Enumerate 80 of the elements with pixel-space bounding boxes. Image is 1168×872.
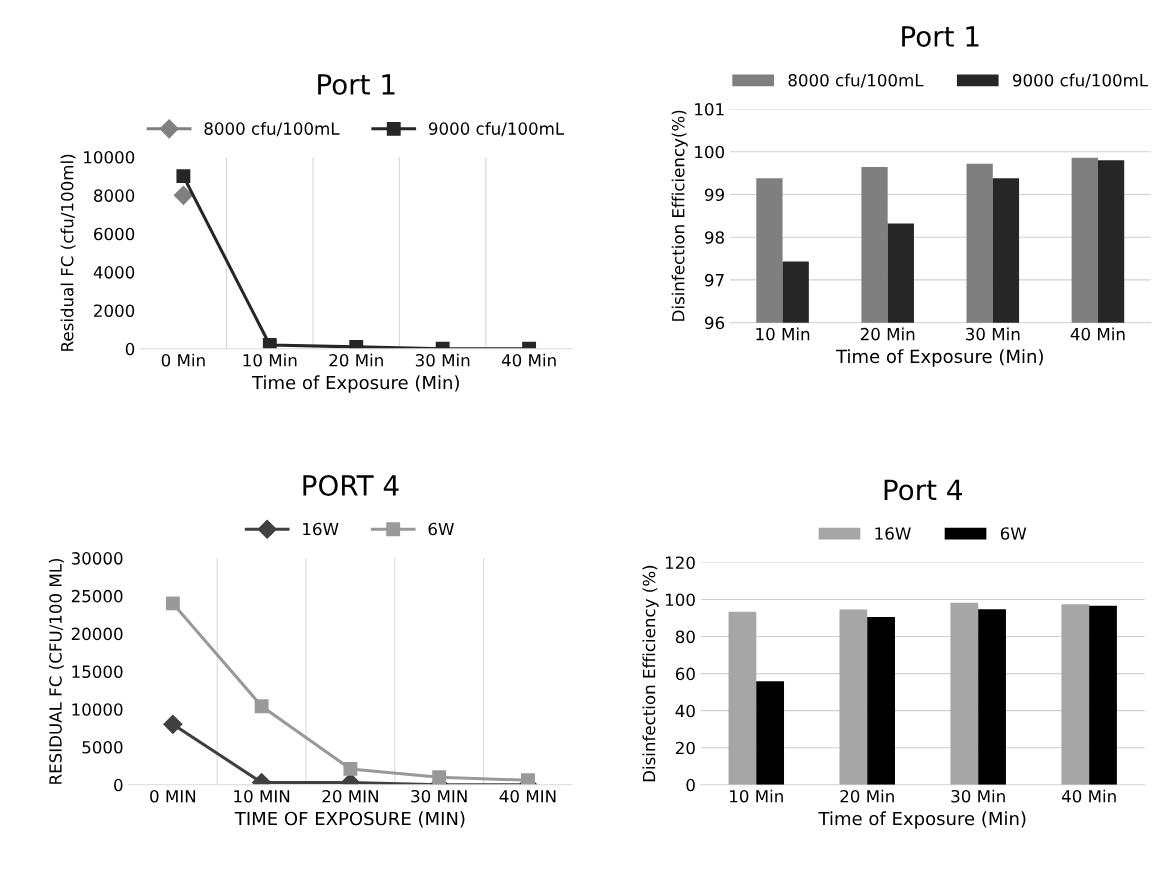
y-tick-label: 120 bbox=[665, 556, 695, 570]
y-tick-label: 96 bbox=[704, 316, 725, 330]
x-tick-label: 20 Min bbox=[860, 327, 915, 341]
y-tick-label: 10000 bbox=[84, 150, 135, 164]
x-tick-label: 40 Min bbox=[1061, 789, 1116, 803]
x-axis-title: Time of Exposure (Min) bbox=[251, 375, 459, 393]
y-tick-label: 30000 bbox=[71, 552, 123, 565]
y-axis-title: Disinfection Efficiency(%) bbox=[671, 110, 688, 321]
point bbox=[176, 169, 191, 184]
y-tick-label: 0 bbox=[114, 778, 123, 792]
x-axis-title: Time of Exposure (Min) bbox=[835, 349, 1043, 367]
x-axis-title: TIME OF EXPOSURE (MIN) bbox=[234, 811, 465, 828]
point bbox=[343, 761, 358, 776]
y-tick-label: 0 bbox=[125, 342, 135, 356]
bar bbox=[867, 617, 895, 785]
x-tick-label: 10 Min bbox=[243, 353, 297, 367]
y-tick-label: 6000 bbox=[94, 227, 135, 241]
chart-title: Port 4 bbox=[884, 479, 962, 501]
y-tick-label: 0 bbox=[686, 778, 695, 792]
y-axis-title: Residual FC (cfu/100ml) bbox=[60, 154, 76, 351]
y-tick-label: 80 bbox=[675, 630, 695, 644]
point bbox=[173, 185, 193, 205]
y-tick-label: 25000 bbox=[71, 589, 123, 603]
y-tick-label: 100 bbox=[665, 593, 695, 607]
legend-label: 9000 cfu/100mL bbox=[1012, 73, 1149, 88]
chart-title: Port 1 bbox=[318, 74, 395, 95]
x-tick-label: 10 MIN bbox=[234, 789, 290, 803]
x-axis-title: Time of Exposure (Min) bbox=[818, 811, 1026, 829]
legend-label: 6W bbox=[428, 522, 454, 536]
legend-label: 8000 cfu/100mL bbox=[788, 73, 924, 88]
x-tick-label: 30 Min bbox=[951, 789, 1005, 803]
bar bbox=[756, 681, 785, 785]
x-tick-label: 0 MIN bbox=[150, 789, 196, 803]
x-tick-label: 0 Min bbox=[161, 353, 205, 367]
legend-label: 8000 cfu/100mL bbox=[204, 121, 340, 137]
y-tick-label: 98 bbox=[704, 231, 724, 244]
y-tick-label: 99 bbox=[704, 188, 724, 202]
chart-title: PORT 4 bbox=[303, 474, 399, 496]
y-tick-label: 20 bbox=[675, 741, 695, 755]
point bbox=[254, 699, 269, 714]
bar bbox=[950, 602, 979, 785]
legend-label: 9000 cfu/100mL bbox=[428, 121, 565, 137]
bar bbox=[728, 611, 757, 785]
chart-title: Port 1 bbox=[902, 26, 979, 47]
x-tick-label: 20 Min bbox=[840, 789, 894, 803]
y-tick-label: 20000 bbox=[71, 627, 123, 641]
x-tick-label: 40 Min bbox=[1070, 327, 1125, 341]
point bbox=[432, 770, 447, 785]
y-tick-label: 15000 bbox=[72, 665, 123, 679]
y-tick-label: 60 bbox=[675, 667, 695, 681]
x-tick-label: 20 Min bbox=[329, 353, 383, 367]
x-tick-label: 30 Min bbox=[966, 327, 1020, 341]
point bbox=[165, 596, 180, 611]
legend-label: 16W bbox=[875, 527, 911, 540]
y-axis-title: RESIDUAL FC (CFU/100 ML) bbox=[48, 558, 64, 784]
y-tick-label: 2000 bbox=[94, 304, 135, 317]
y-tick-label: 40 bbox=[675, 704, 695, 718]
y-tick-label: 10000 bbox=[72, 703, 123, 716]
y-tick-label: 100 bbox=[695, 145, 725, 159]
x-tick-label: 10 Min bbox=[756, 327, 810, 341]
y-tick-label: 101 bbox=[695, 102, 724, 116]
x-tick-label: 20 MIN bbox=[322, 789, 378, 803]
bar bbox=[1061, 604, 1090, 785]
y-tick-label: 4000 bbox=[93, 266, 135, 279]
point bbox=[163, 714, 183, 734]
x-tick-label: 30 Min bbox=[415, 353, 470, 367]
bar bbox=[1089, 605, 1117, 785]
y-tick-label: 5000 bbox=[82, 740, 123, 754]
x-tick-label: 10 Min bbox=[730, 789, 783, 803]
bar bbox=[978, 609, 1006, 785]
y-axis-title: Disinfection Efficiency (%) bbox=[642, 565, 659, 782]
x-tick-label: 40 Min bbox=[501, 353, 556, 367]
point bbox=[262, 338, 277, 349]
legend-label: 16W bbox=[303, 522, 339, 536]
legend-label: 6W bbox=[1000, 527, 1027, 540]
y-tick-label: 8000 bbox=[94, 189, 135, 202]
bar bbox=[839, 609, 868, 785]
x-tick-label: 30 MIN bbox=[411, 789, 467, 803]
y-tick-label: 97 bbox=[704, 273, 724, 287]
x-tick-label: 40 MIN bbox=[499, 789, 556, 803]
